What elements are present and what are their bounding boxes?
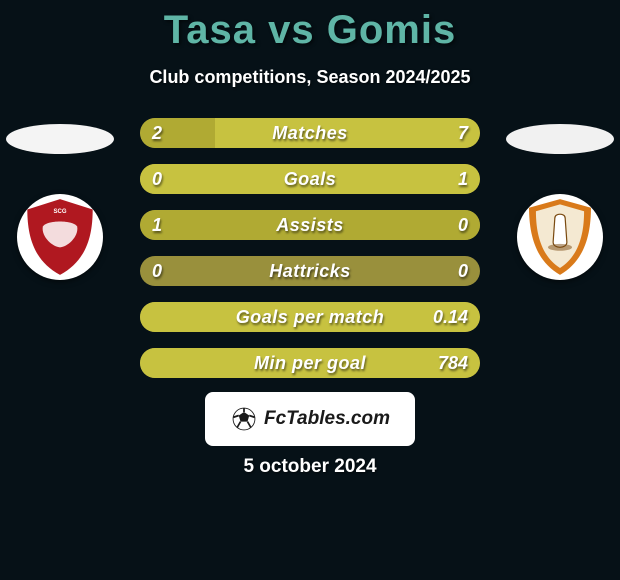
stat-label: Hattricks <box>140 256 480 286</box>
subtitle: Club competitions, Season 2024/2025 <box>0 67 620 88</box>
stat-label: Matches <box>140 118 480 148</box>
stat-row: Hattricks0 0 <box>140 256 480 286</box>
brand-text: FcTables.com <box>264 408 390 430</box>
svg-text:SCG: SCG <box>53 209 66 215</box>
stat-right-value: 0 <box>458 256 468 286</box>
stat-row: Goals per match0.14 <box>140 302 480 332</box>
stat-label: Assists <box>140 210 480 240</box>
stat-label: Goals <box>140 164 480 194</box>
stat-label: Min per goal <box>140 348 480 378</box>
left-player-silhouette <box>6 124 114 154</box>
stat-right-value: 7 <box>458 118 468 148</box>
soccer-ball-icon <box>230 405 258 433</box>
stat-row: Goals0 1 <box>140 164 480 194</box>
stat-bars: Matches27Goals01Assists10Hattricks00Goal… <box>140 118 480 378</box>
stat-right-value: 1 <box>458 164 468 194</box>
stat-row: Min per goal784 <box>140 348 480 378</box>
date-text: 5 october 2024 <box>0 456 620 478</box>
stat-label: Goals per match <box>140 302 480 332</box>
comparison-chart: SCG Matches27Goals01Assists10Hattricks00… <box>0 118 620 378</box>
stat-row: Assists1 0 <box>140 210 480 240</box>
stat-right-value: 0.14 <box>433 302 468 332</box>
stat-right-value: 0 <box>458 210 468 240</box>
stat-left-value: 2 <box>152 118 162 148</box>
stat-left-value: 1 <box>152 210 162 240</box>
shield-icon <box>517 194 603 280</box>
stat-row: Matches2 7 <box>140 118 480 148</box>
stat-left-value: 0 <box>152 164 162 194</box>
shield-icon: SCG <box>17 194 103 280</box>
stat-left-value: 0 <box>152 256 162 286</box>
left-club-crest: SCG <box>17 194 103 280</box>
right-club-crest <box>517 194 603 280</box>
right-player-column <box>500 124 620 280</box>
stat-right-value: 784 <box>438 348 468 378</box>
right-player-silhouette <box>506 124 614 154</box>
brand-badge: FcTables.com <box>205 392 415 446</box>
page-title: Tasa vs Gomis <box>0 0 620 53</box>
left-player-column: SCG <box>0 124 120 280</box>
